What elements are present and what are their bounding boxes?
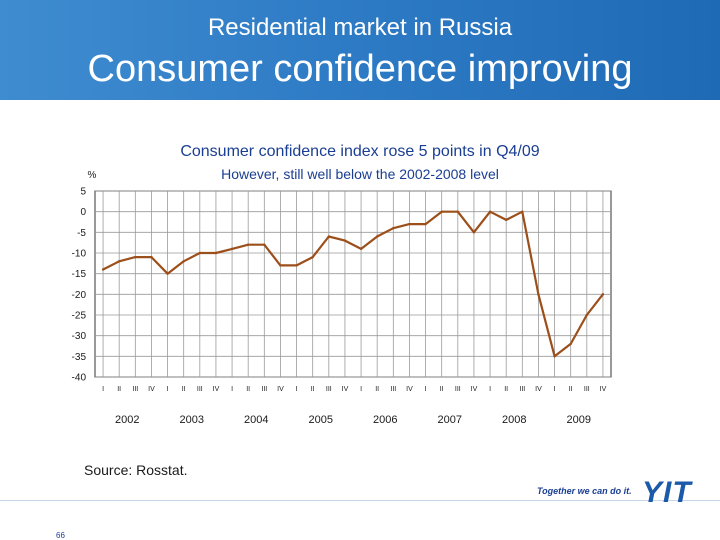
- banner-supertitle: Residential market in Russia: [207, 14, 513, 41]
- quarter-tick-label: II: [375, 386, 379, 393]
- quarter-tick-label: I: [360, 386, 362, 393]
- footer-divider: [0, 500, 720, 501]
- quarter-tick-label: II: [182, 386, 186, 393]
- quarter-tick-label: IV: [600, 386, 607, 393]
- data-point: [182, 260, 185, 263]
- banner-title: Consumer confidence improving: [87, 48, 633, 90]
- data-point: [117, 260, 121, 263]
- y-tick-label: -30: [72, 331, 87, 342]
- quarter-tick-label: I: [102, 386, 104, 393]
- data-point: [553, 355, 556, 358]
- chart-subtitle: However, still well below the 2002-2008 …: [221, 166, 499, 182]
- quarter-tick-label: II: [504, 386, 508, 393]
- data-point: [295, 264, 298, 267]
- quarter-tick-label: IV: [471, 386, 478, 393]
- data-point: [263, 243, 266, 246]
- data-point: [279, 264, 282, 267]
- data-point: [311, 255, 314, 259]
- data-point: [134, 255, 137, 259]
- year-label: 2002: [115, 414, 139, 426]
- data-point: [150, 255, 153, 259]
- quarter-tick-label: III: [132, 386, 138, 393]
- y-tick-label: -20: [72, 290, 87, 301]
- data-point: [472, 231, 476, 234]
- quarter-tick-label: I: [231, 386, 233, 393]
- y-axis-label: %: [88, 170, 97, 181]
- data-point: [230, 247, 234, 251]
- quarter-tick-label: II: [311, 386, 315, 393]
- year-label: 2003: [180, 414, 204, 426]
- quarter-tick-label: IV: [213, 386, 220, 393]
- quarter-tick-label: III: [326, 386, 332, 393]
- year-label: 2009: [567, 414, 591, 426]
- quarter-tick-label: III: [455, 386, 461, 393]
- data-point: [343, 239, 347, 242]
- plot-area: [94, 190, 612, 378]
- chart-title: Consumer confidence index rose 5 points …: [180, 143, 540, 160]
- data-point: [166, 272, 169, 275]
- data-point: [424, 222, 427, 226]
- page-number: 66: [56, 531, 65, 540]
- quarter-tick-label: IV: [406, 386, 413, 393]
- data-point: [246, 243, 250, 246]
- quarter-tick-label: I: [296, 386, 298, 393]
- quarter-tick-label: IV: [535, 386, 542, 393]
- yit-logo: YIT: [642, 476, 692, 509]
- data-point: [392, 227, 395, 230]
- data-point: [521, 210, 524, 213]
- y-tick-label: -25: [72, 311, 87, 322]
- quarter-tick-label: II: [440, 386, 444, 393]
- year-label: 2004: [244, 414, 268, 426]
- y-tick-label: -40: [72, 373, 87, 384]
- quarter-tick-label: IV: [148, 386, 155, 393]
- quarter-tick-label: II: [246, 386, 250, 393]
- footer-tagline: Together we can do it.: [537, 486, 632, 496]
- y-tick-label: -35: [72, 352, 87, 363]
- quarter-tick-label: III: [390, 386, 396, 393]
- quarter-tick-label: II: [117, 386, 121, 393]
- data-point: [488, 210, 492, 213]
- y-tick-label: -5: [77, 228, 86, 239]
- y-tick-label: 0: [80, 207, 86, 218]
- quarter-tick-label: IV: [342, 386, 349, 393]
- data-point: [101, 268, 105, 271]
- data-point: [408, 222, 411, 226]
- data-point: [214, 251, 218, 255]
- data-point: [440, 210, 443, 213]
- y-tick-label: -10: [72, 249, 87, 260]
- source-note: Source: Rosstat.: [84, 462, 188, 478]
- quarter-tick-label: I: [425, 386, 427, 393]
- quarter-tick-label: III: [519, 386, 525, 393]
- year-label: 2006: [373, 414, 397, 426]
- title-banner: Residential market in Russia Consumer co…: [0, 0, 720, 100]
- data-point: [585, 313, 589, 317]
- data-point: [359, 247, 363, 251]
- data-point: [456, 210, 460, 213]
- quarter-tick-label: III: [584, 386, 590, 393]
- data-point: [601, 293, 605, 296]
- year-label: 2005: [309, 414, 333, 426]
- quarter-tick-label: IV: [277, 386, 284, 393]
- y-tick-label: 5: [80, 187, 86, 198]
- quarter-tick-label: I: [167, 386, 169, 393]
- quarter-tick-label: I: [489, 386, 491, 393]
- data-point: [504, 218, 508, 222]
- data-point: [537, 293, 540, 296]
- series-line: [101, 210, 605, 358]
- quarter-tick-label: III: [261, 386, 267, 393]
- data-point: [198, 251, 202, 255]
- quarter-tick-label: II: [569, 386, 573, 393]
- year-label: 2008: [502, 414, 526, 426]
- quarter-tick-label: I: [554, 386, 556, 393]
- y-tick-label: -15: [72, 269, 87, 280]
- year-label: 2007: [438, 414, 462, 426]
- quarter-tick-label: III: [197, 386, 203, 393]
- data-point: [375, 235, 379, 238]
- data-point: [327, 235, 331, 238]
- data-point: [569, 342, 572, 346]
